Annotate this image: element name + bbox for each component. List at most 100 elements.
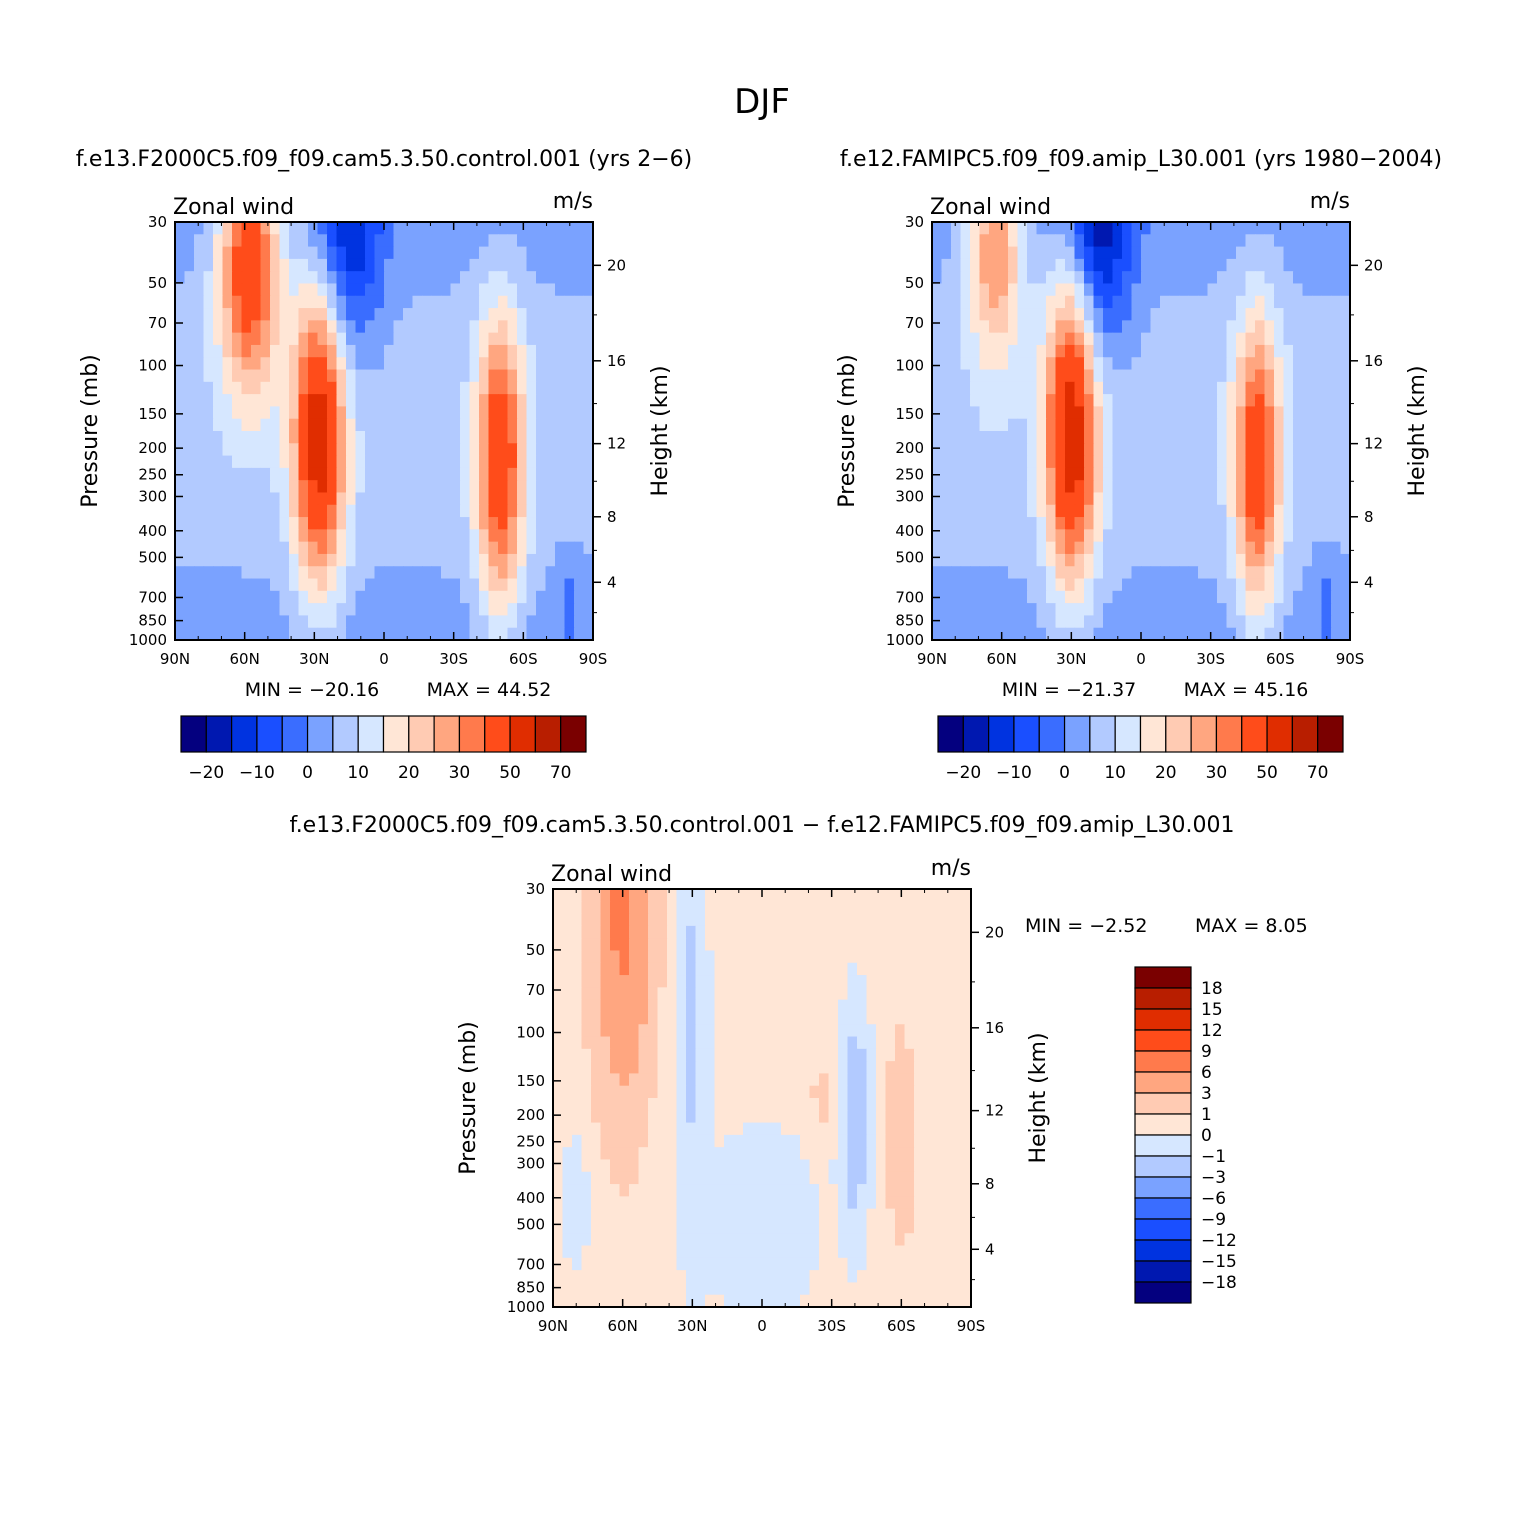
panel-difference-cell bbox=[790, 925, 801, 939]
panel-control-cell bbox=[422, 455, 433, 469]
panel-amip-cell bbox=[1226, 627, 1237, 641]
panel-control-cell bbox=[194, 529, 205, 543]
panel-control-cell bbox=[526, 455, 537, 469]
panel-amip-cell bbox=[1150, 320, 1161, 334]
panel-amip-cell bbox=[1131, 566, 1142, 580]
panel-amip-cell bbox=[989, 480, 1000, 494]
panel-difference-cell bbox=[771, 1233, 782, 1247]
panel-difference-cell bbox=[591, 1073, 602, 1087]
panel-control-cell bbox=[460, 480, 471, 494]
panel-amip-cell bbox=[1150, 406, 1161, 420]
panel-amip-cell bbox=[1179, 492, 1190, 506]
panel-difference-cell bbox=[676, 889, 687, 902]
panel-amip-cell bbox=[1065, 590, 1076, 604]
panel-amip-cell bbox=[1321, 529, 1332, 543]
panel-control-cell bbox=[460, 578, 471, 592]
panel-control-cell bbox=[203, 492, 214, 506]
panel-difference-cell bbox=[562, 1073, 573, 1087]
panel-control-cell bbox=[184, 627, 195, 641]
panel-control-cell bbox=[222, 480, 233, 494]
panel-amip-cell bbox=[1302, 431, 1313, 444]
panel-difference-cell bbox=[553, 1036, 564, 1050]
panel-control-cell bbox=[222, 406, 233, 420]
panel-amip-cell bbox=[1321, 381, 1332, 395]
panel-control-cell bbox=[279, 320, 290, 334]
panel-difference-cell bbox=[600, 1245, 611, 1259]
panel-difference-cell bbox=[638, 1171, 649, 1185]
panel-amip-cell bbox=[1312, 283, 1323, 297]
panel-difference-cell bbox=[638, 889, 649, 902]
panel-amip-cell bbox=[1160, 320, 1171, 334]
panel-difference-cell bbox=[591, 925, 602, 939]
panel-amip-cell bbox=[1245, 590, 1256, 604]
panel-difference-cell bbox=[895, 1048, 906, 1062]
panel-amip-cell bbox=[1188, 467, 1199, 481]
panel-difference-cell bbox=[714, 1011, 725, 1025]
panel-amip-cell bbox=[1302, 418, 1313, 432]
panel-control-xtick-label: 30N bbox=[299, 650, 329, 668]
panel-difference-cell bbox=[743, 975, 754, 988]
panel-amip-cell bbox=[1027, 553, 1038, 567]
panel-difference-cell bbox=[952, 1110, 963, 1124]
panel-control-cell bbox=[583, 418, 594, 432]
panel-control-cell bbox=[346, 590, 357, 604]
panel-difference-cell bbox=[676, 1220, 687, 1234]
panel-amip-cell bbox=[1093, 357, 1104, 371]
panel-control-cell bbox=[194, 308, 205, 321]
panel-control-cell bbox=[488, 431, 499, 444]
panel-difference-cell bbox=[904, 1011, 915, 1025]
panel-difference-xtick-label: 90N bbox=[538, 1317, 568, 1335]
panel-difference-cell bbox=[800, 1294, 811, 1308]
panel-amip-cell bbox=[1283, 344, 1294, 358]
panel-control-cell bbox=[298, 283, 309, 297]
panel-control-cell bbox=[270, 541, 281, 555]
panel-difference-cell bbox=[809, 1024, 820, 1038]
panel-difference-cell bbox=[847, 987, 858, 1001]
panel-difference-cell bbox=[619, 1061, 630, 1075]
panel-difference-cell bbox=[847, 1282, 858, 1296]
panel-control-cell bbox=[412, 222, 423, 235]
panel-control-cell bbox=[564, 258, 575, 272]
panel-amip-cell bbox=[932, 394, 943, 408]
panel-amip-cell bbox=[1017, 517, 1028, 530]
panel-control-cell bbox=[232, 431, 243, 444]
panel-difference-cell bbox=[904, 1122, 915, 1136]
panel-control-cell bbox=[241, 381, 252, 395]
panel-amip-cell bbox=[1065, 517, 1076, 530]
panel-amip-cell bbox=[998, 443, 1009, 457]
panel-control-cell bbox=[536, 283, 547, 297]
panel-difference-cell bbox=[781, 889, 792, 902]
panel-control-cell bbox=[431, 590, 442, 604]
panel-control-cell bbox=[545, 590, 556, 604]
panel-control-cell bbox=[555, 590, 566, 604]
panel-control-cell bbox=[488, 627, 499, 641]
panel-difference-cell bbox=[724, 1294, 735, 1308]
panel-difference-cell bbox=[914, 1134, 925, 1148]
panel-difference-cell bbox=[724, 1245, 735, 1259]
panel-amip-cell bbox=[1217, 234, 1228, 248]
panel-difference-cell bbox=[904, 1196, 915, 1210]
panel-amip-cell bbox=[1207, 258, 1218, 272]
panel-difference-cell bbox=[952, 1048, 963, 1062]
panel-control-cell bbox=[260, 431, 271, 444]
panel-amip-cell bbox=[1340, 603, 1351, 617]
panel-amip-cell bbox=[1179, 566, 1190, 580]
panel-control-cell bbox=[469, 590, 480, 604]
panel-control-cell bbox=[289, 455, 300, 469]
panel-amip-cell bbox=[1122, 357, 1133, 371]
panel-amip-cell bbox=[941, 357, 952, 371]
panel-difference-cell bbox=[610, 1184, 621, 1197]
panel-amip-cell bbox=[1112, 517, 1123, 530]
panel-amip-cell bbox=[1302, 406, 1313, 420]
panel-difference-cell bbox=[619, 889, 630, 902]
panel-difference-cell bbox=[914, 1245, 925, 1259]
panel-difference-cell bbox=[657, 1208, 668, 1222]
panel-amip-cell bbox=[941, 320, 952, 334]
panel-amip-cell bbox=[1312, 418, 1323, 432]
panel-amip-cell bbox=[1122, 258, 1133, 272]
panel-amip-cell bbox=[1274, 467, 1285, 481]
panel-amip-cell bbox=[1274, 504, 1285, 518]
panel-amip-cell bbox=[1188, 344, 1199, 358]
panel-difference-cell bbox=[809, 1085, 820, 1099]
